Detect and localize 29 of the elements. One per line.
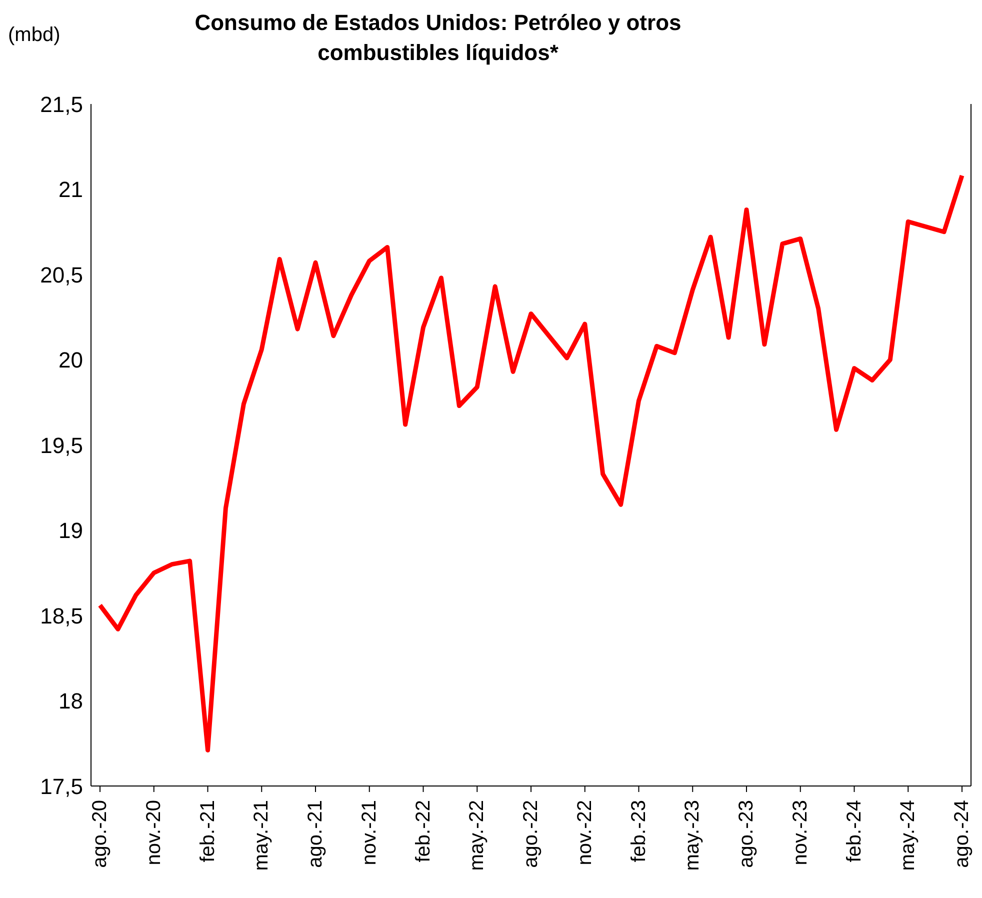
- x-tick-label: may.-22: [466, 800, 488, 871]
- y-tick-label: 21,5: [40, 92, 83, 117]
- x-tick-label: feb.-21: [196, 800, 219, 862]
- x-tick-label: ago.-21: [304, 800, 326, 868]
- x-tick-label: may.-23: [682, 800, 704, 871]
- y-tick-label: 17,5: [40, 774, 83, 799]
- y-tick-label: 20,5: [40, 262, 83, 288]
- y-tick-label: 18,5: [40, 603, 83, 628]
- x-tick-label: nov.-23: [789, 800, 812, 866]
- x-tick-label: may.-24: [897, 800, 920, 871]
- x-tick-label: feb.-24: [843, 800, 866, 862]
- x-tick-label: ago.-22: [520, 800, 542, 868]
- x-tick-label: nov.-22: [574, 800, 596, 866]
- y-tick-label: 19: [58, 518, 83, 544]
- y-axis-title: (mbd): [8, 24, 60, 47]
- line-series: [98, 173, 964, 752]
- y-tick-label: 18: [58, 688, 83, 714]
- x-tick-label: nov.-21: [358, 800, 380, 866]
- x-tick-label: nov.-20: [142, 800, 165, 866]
- x-tick-label: feb.-22: [412, 800, 434, 862]
- y-tick-label: 20: [58, 348, 83, 373]
- x-tick-label: may.-21: [250, 800, 273, 871]
- x-tick-label: ago.-24: [951, 800, 973, 868]
- x-tick-label: feb.-23: [628, 800, 650, 862]
- x-tick-label: ago.-20: [89, 800, 111, 868]
- y-tick-label: 21: [58, 177, 83, 202]
- x-tick-label: ago.-23: [736, 800, 758, 868]
- chart-title: Consumo de Estados Unidos: Petróleo y otros combustibles líquidos*: [194, 9, 682, 67]
- y-tick-label: 19,5: [40, 432, 83, 458]
